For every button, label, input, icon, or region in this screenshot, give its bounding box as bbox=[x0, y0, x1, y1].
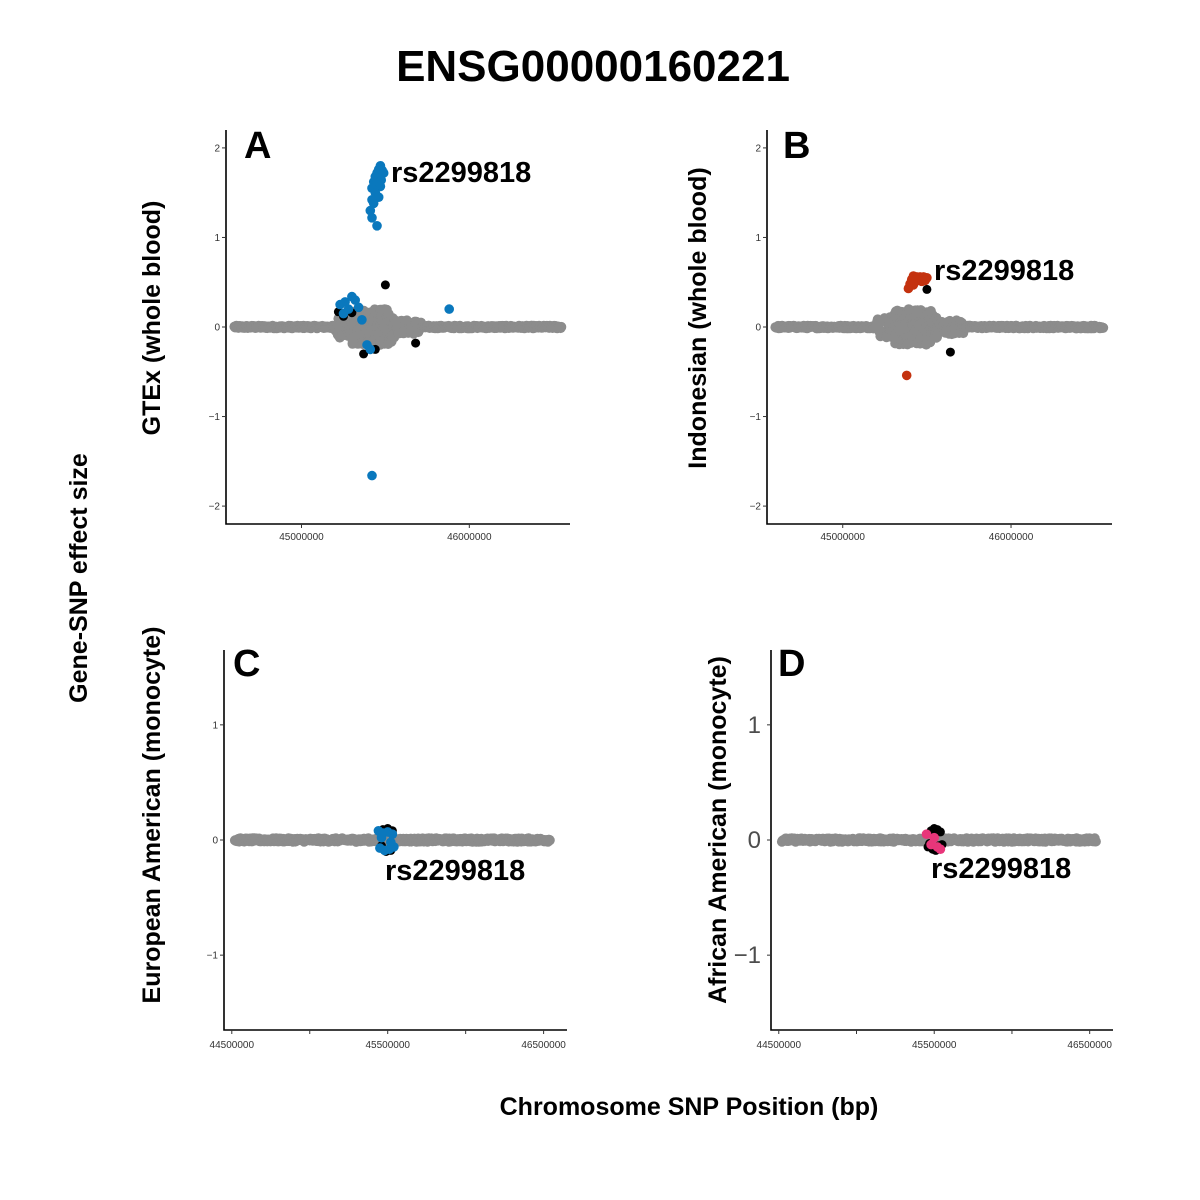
y-tick-label: 1 bbox=[748, 712, 761, 739]
y-tick-label: −1 bbox=[734, 942, 761, 969]
y-tick-label: 0 bbox=[748, 827, 761, 854]
other-snp-point bbox=[945, 347, 955, 357]
panel-b: −2 −1 0 1 2 45000000 46000000 Indonesian (whole… bbox=[684, 125, 1112, 543]
x-tick-label: 45500000 bbox=[912, 1040, 957, 1051]
y-tick-label: −2 bbox=[750, 502, 762, 513]
background-snps bbox=[229, 304, 567, 350]
y-tick-label: 0 bbox=[214, 323, 220, 334]
highlight-snp-point bbox=[920, 275, 930, 286]
snp-point bbox=[1090, 836, 1101, 847]
snp-annotation: rs2299818 bbox=[385, 855, 525, 887]
common-y-axis-label: Gene-SNP effect size bbox=[65, 453, 93, 703]
background-snps bbox=[229, 833, 555, 847]
panel-c: −1 0 1 44500000 45500000 46500000 European Ame… bbox=[138, 627, 567, 1051]
highlight-snp-point bbox=[367, 470, 377, 481]
highlight-snp-point bbox=[386, 837, 396, 848]
panel-d: −1 0 1 44500000 45500000 46500000 African Amer… bbox=[704, 643, 1113, 1051]
panel-a: −2 −1 0 1 2 45000000 46000000 GTEx (whole blood… bbox=[138, 125, 570, 543]
snp-annotation: rs2299818 bbox=[934, 255, 1074, 287]
axes bbox=[770, 650, 1113, 1031]
highlight-snp-point bbox=[350, 295, 361, 305]
y-tick-label: −1 bbox=[209, 412, 221, 423]
panel-letter: B bbox=[783, 125, 810, 167]
highlight-snp-point bbox=[367, 213, 377, 223]
panel-letter: A bbox=[244, 125, 271, 167]
x-tick-label: 46000000 bbox=[447, 532, 492, 543]
x-tick-label: 46000000 bbox=[989, 532, 1034, 543]
y-tick-label: 0 bbox=[212, 836, 218, 847]
highlight-snp-point bbox=[357, 315, 367, 325]
highlight-snp-point bbox=[372, 221, 382, 231]
highlight-snp-point bbox=[353, 302, 364, 313]
x-tick-label: 44500000 bbox=[210, 1040, 255, 1051]
axes bbox=[223, 650, 567, 1031]
highlight-snp-point bbox=[335, 299, 345, 310]
y-tick-label: 2 bbox=[214, 143, 220, 154]
y-tick-label: 1 bbox=[755, 233, 761, 244]
y-tick-label: 1 bbox=[212, 720, 218, 731]
x-tick-label: 46500000 bbox=[521, 1040, 566, 1051]
x-tick-label: 45000000 bbox=[820, 532, 865, 543]
highlight-snp-point bbox=[901, 370, 912, 381]
highlight-snp-point bbox=[921, 829, 932, 839]
axes bbox=[225, 130, 570, 525]
y-axis-label: Indonesian (whole blood) bbox=[684, 167, 712, 468]
snp-annotation: rs2299818 bbox=[931, 853, 1071, 885]
y-tick-label: −1 bbox=[207, 951, 219, 962]
panels: −2 −1 0 1 2 45000000 46000000 GTEx (whole blood… bbox=[138, 125, 1113, 1051]
snp-point bbox=[1098, 322, 1109, 333]
y-tick-label: −1 bbox=[750, 412, 762, 423]
other-snp-point bbox=[922, 284, 932, 294]
y-axis-label: African American (monocyte) bbox=[704, 656, 732, 1004]
figure-title: ENSG00000160221 bbox=[396, 42, 790, 91]
highlight-snp-point bbox=[368, 198, 379, 209]
common-x-axis-label: Chromosome SNP Position (bp) bbox=[500, 1093, 879, 1121]
highlight-snp-point bbox=[903, 283, 914, 294]
highlight-snp-point bbox=[387, 829, 398, 839]
snp-point bbox=[556, 321, 567, 332]
other-snp-point bbox=[411, 338, 421, 348]
y-tick-label: 1 bbox=[214, 233, 220, 244]
y-tick-label: 0 bbox=[755, 323, 761, 334]
panel-letter: C bbox=[233, 643, 260, 685]
y-axis-label: European American (monocyte) bbox=[138, 627, 166, 1004]
other-snp-point bbox=[935, 827, 945, 837]
axes bbox=[766, 130, 1112, 525]
other-snp-point bbox=[380, 280, 390, 290]
y-axis-label: GTEx (whole blood) bbox=[138, 201, 166, 436]
highlight-snp-point bbox=[338, 308, 349, 319]
highlight-snp-point bbox=[376, 832, 387, 843]
other-snp-point bbox=[359, 349, 369, 359]
panel-letter: D bbox=[778, 643, 805, 685]
y-tick-label: 2 bbox=[755, 143, 761, 154]
x-tick-label: 45000000 bbox=[279, 532, 324, 543]
x-tick-label: 46500000 bbox=[1067, 1040, 1112, 1051]
highlight-snp-point bbox=[365, 205, 376, 216]
highlight-snp-point bbox=[365, 344, 376, 355]
highlight-snp-point bbox=[929, 832, 939, 843]
y-tick-label: −2 bbox=[209, 502, 221, 513]
highlight-snp-point bbox=[444, 304, 455, 314]
background-snps bbox=[770, 304, 1109, 350]
snp-point bbox=[544, 835, 555, 846]
x-tick-label: 44500000 bbox=[757, 1040, 802, 1051]
highlight-snp-point bbox=[935, 844, 946, 854]
x-tick-label: 45500000 bbox=[365, 1040, 410, 1051]
snp-annotation: rs2299818 bbox=[391, 157, 531, 189]
